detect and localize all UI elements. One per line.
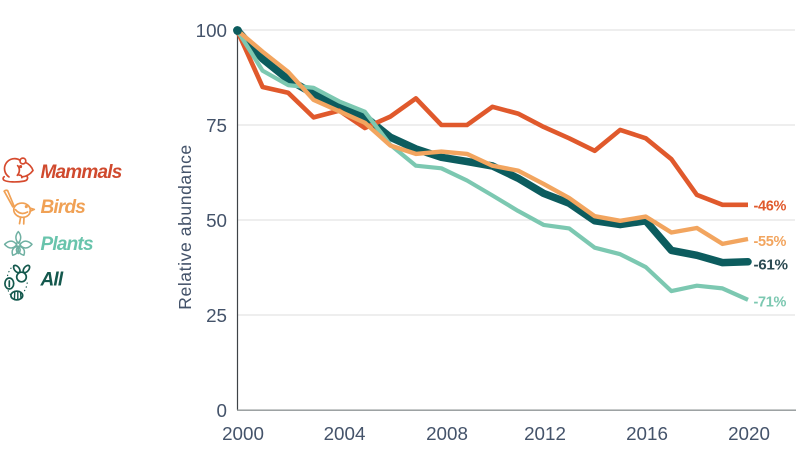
svg-text:50: 50 xyxy=(206,210,227,231)
svg-text:2016: 2016 xyxy=(626,423,668,444)
svg-text:2000: 2000 xyxy=(222,423,264,444)
svg-text:2020: 2020 xyxy=(728,423,770,444)
svg-text:25: 25 xyxy=(206,305,227,326)
svg-text:All: All xyxy=(40,270,64,291)
svg-text:Plants: Plants xyxy=(41,234,93,255)
svg-text:-61%: -61% xyxy=(754,257,789,274)
svg-text:2004: 2004 xyxy=(324,423,366,444)
svg-text:100: 100 xyxy=(196,20,227,41)
svg-text:-55%: -55% xyxy=(754,234,787,250)
svg-text:Mammals: Mammals xyxy=(41,162,122,183)
svg-text:-46%: -46% xyxy=(754,199,787,215)
svg-text:Relative abundance: Relative abundance xyxy=(175,144,195,310)
svg-text:Birds: Birds xyxy=(41,197,86,218)
svg-text:2012: 2012 xyxy=(524,423,566,444)
svg-text:-71%: -71% xyxy=(754,295,787,311)
svg-text:75: 75 xyxy=(206,115,227,136)
svg-text:2008: 2008 xyxy=(426,423,468,444)
svg-text:0: 0 xyxy=(217,400,227,421)
